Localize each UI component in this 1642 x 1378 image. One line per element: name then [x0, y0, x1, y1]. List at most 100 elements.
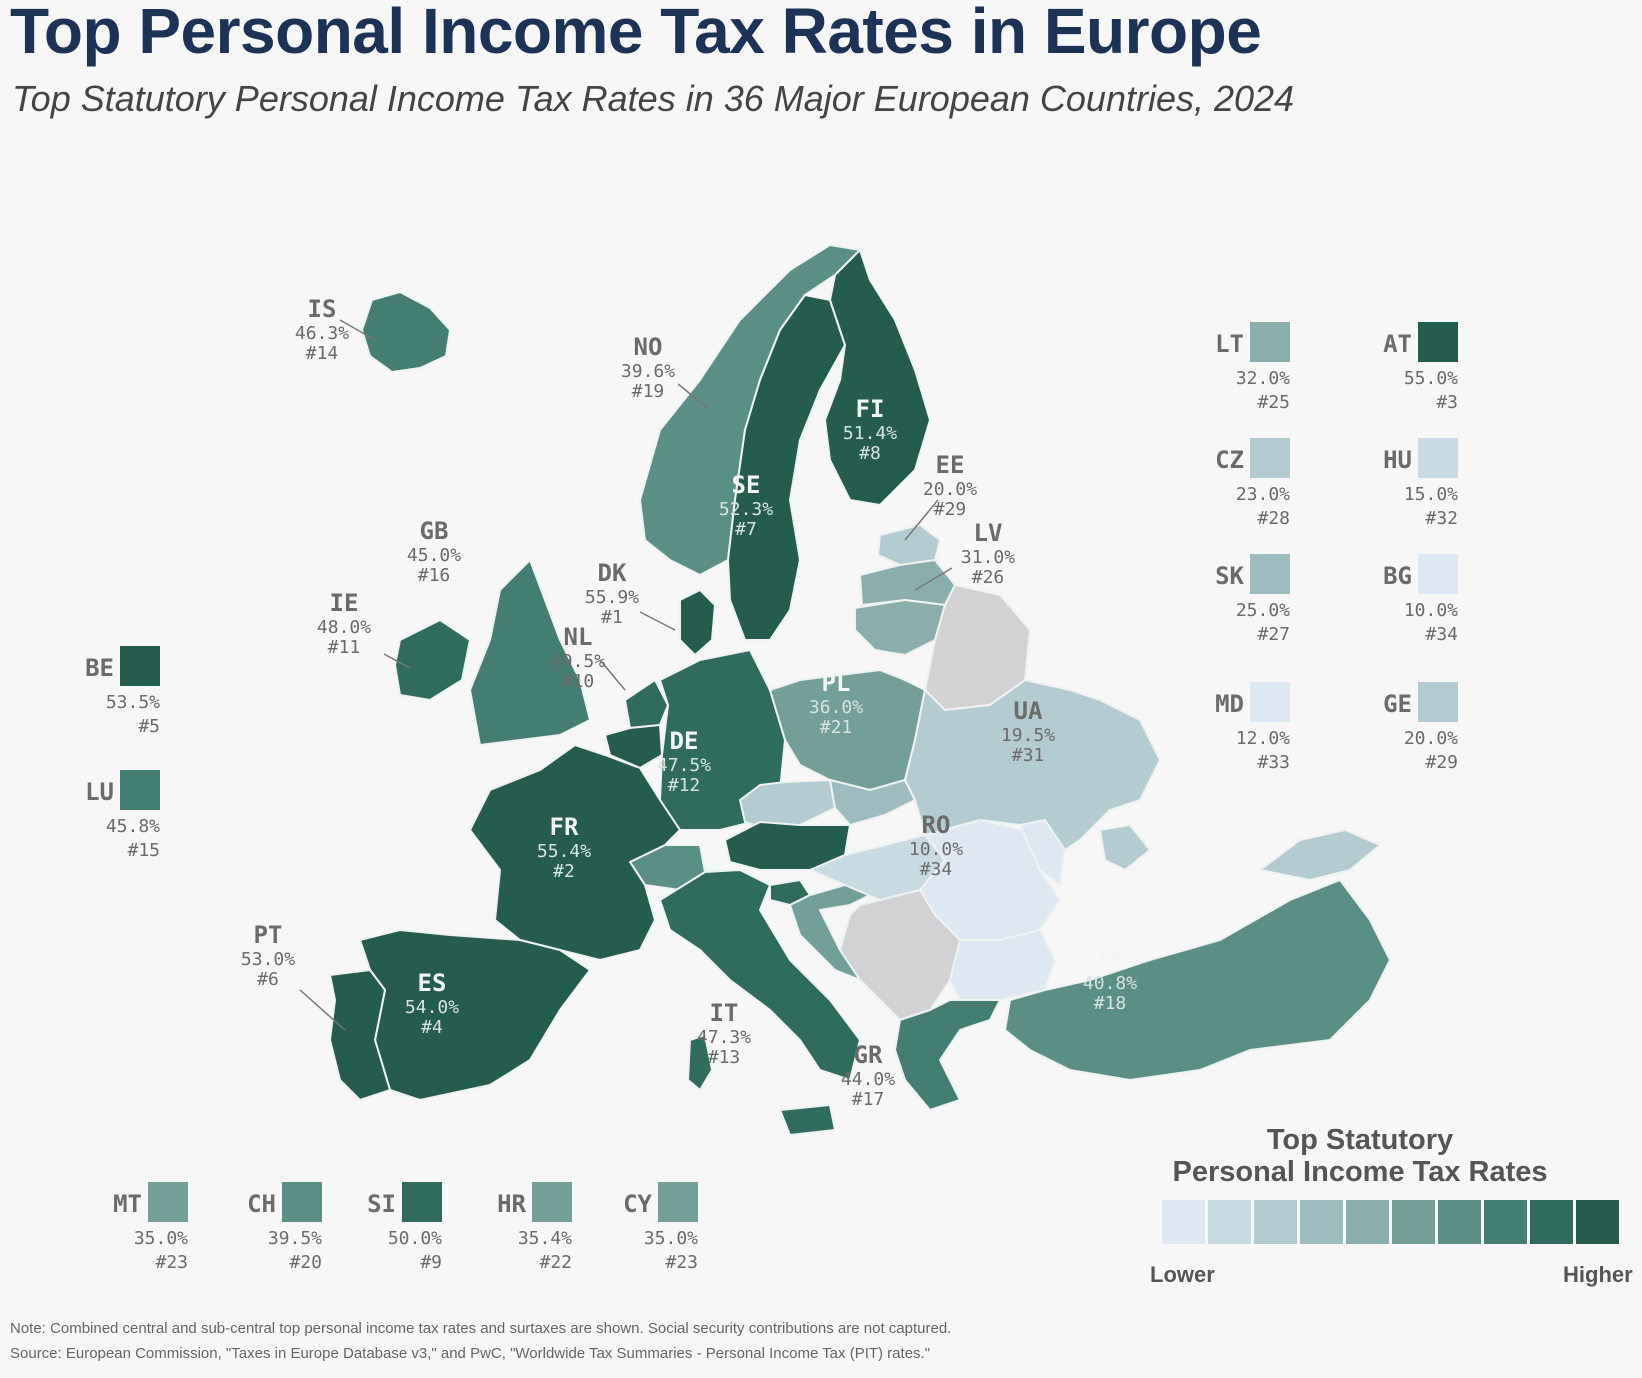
label-rate: 45.0% [406, 544, 462, 566]
label-code: GR [853, 1041, 883, 1069]
legend-step-9 [1530, 1200, 1573, 1244]
legend-title-line2: Personal Income Tax Rates [1172, 1156, 1548, 1188]
inset-rank: #22 [539, 1252, 572, 1273]
label-code: IS [307, 295, 337, 323]
label-code: EE [935, 451, 965, 479]
inset-rank: #15 [127, 840, 160, 861]
inset-rank: #28 [1257, 508, 1290, 529]
leader-line [904, 499, 939, 541]
leader-line [339, 319, 376, 341]
color-swatch [402, 1182, 442, 1222]
country-shape-gr [894, 999, 1001, 1111]
label-rank: #29 [933, 499, 967, 521]
inset-bg: BG 10.0% #34 [1328, 554, 1458, 650]
inset-rate: 35.0% [133, 1228, 188, 1249]
country-shape-it [687, 1034, 713, 1091]
label-code: UA [1013, 697, 1043, 725]
legend-lower-label: Lower [1150, 1262, 1215, 1287]
inset-rank: #20 [289, 1252, 322, 1273]
label-rate: 46.3% [294, 322, 350, 344]
inset-code: MT [113, 1190, 142, 1218]
inset-code: AT [1383, 330, 1412, 358]
inset-rate: 35.0% [643, 1228, 698, 1249]
footnote: Note: Combined central and sub-central t… [10, 1320, 952, 1337]
leader-line [914, 567, 953, 591]
leader-line [639, 611, 676, 631]
inset-code: SI [367, 1190, 396, 1218]
legend-step-3 [1254, 1200, 1297, 1244]
inset-sk: SK 25.0% #27 [1160, 554, 1290, 650]
country-shape-lt [854, 599, 946, 656]
country-shape-se [727, 294, 846, 641]
country-label-no: NO 39.6% #19 [608, 333, 688, 403]
label-rank: #10 [561, 671, 595, 693]
inset-code: CY [623, 1190, 652, 1218]
country-label-se: SE 52.3% #7 [706, 471, 786, 541]
leader-line [599, 659, 626, 691]
label-rank: #26 [971, 567, 1005, 589]
leader-line [383, 653, 411, 669]
legend-step-2 [1208, 1200, 1251, 1244]
color-swatch [1250, 682, 1290, 722]
legend-step-5 [1346, 1200, 1389, 1244]
label-rank: #2 [553, 861, 575, 883]
country-shape-fr [469, 744, 681, 961]
country-label-pl: PL 36.0% #21 [796, 669, 876, 739]
country-label-is: IS 46.3% #14 [282, 295, 362, 365]
label-rank: #1 [601, 607, 623, 629]
label-rank: #31 [1011, 745, 1045, 767]
label-code: NO [633, 333, 663, 361]
inset-rate: 53.5% [105, 692, 160, 713]
inset-rank: #34 [1425, 624, 1458, 645]
label-code: RO [921, 811, 951, 839]
country-shape-nl [624, 679, 669, 729]
color-swatch [120, 770, 160, 810]
inset-rank: #25 [1257, 392, 1290, 413]
label-code: FI [855, 395, 885, 423]
country-shape-bg [949, 929, 1056, 1001]
inset-ch: CH 39.5% #20 [192, 1182, 322, 1278]
label-rank: #12 [667, 775, 701, 797]
inset-hr: HR 35.4% #22 [442, 1182, 572, 1278]
country-label-fr: FR 55.4% #2 [524, 813, 604, 883]
country-shape-it [659, 869, 861, 1081]
country-label-tr: TR 40.8% #18 [1070, 945, 1150, 1015]
inset-rank: #5 [138, 716, 160, 737]
label-rank: #14 [305, 343, 339, 365]
label-rate: 40.8% [1082, 972, 1138, 994]
inset-cy: CY 35.0% #23 [568, 1182, 698, 1278]
source-note: Source: European Commission, "Taxes in E… [10, 1345, 931, 1362]
legend-step-6 [1392, 1200, 1435, 1244]
label-code: PL [821, 669, 851, 697]
label-rank: #7 [735, 519, 757, 541]
legend-title-line1: Top Statutory [1266, 1124, 1454, 1156]
inset-cz: CZ 23.0% #28 [1160, 438, 1290, 534]
country-label-gr: GR 44.0% #17 [828, 1041, 908, 1111]
label-rate: 54.0% [404, 996, 460, 1018]
inset-rank: #3 [1436, 392, 1458, 413]
label-rank: #8 [859, 443, 881, 465]
label-rate: 47.3% [696, 1026, 752, 1048]
inset-code: GE [1383, 690, 1412, 718]
country-label-it: IT 47.3% #13 [684, 999, 764, 1069]
label-rate: 55.4% [536, 840, 592, 862]
inset-code: LT [1215, 330, 1244, 358]
color-swatch [1418, 682, 1458, 722]
europe-map [299, 244, 1391, 1136]
label-code: DK [597, 559, 627, 587]
legend-title: Top Statutory Personal Income Tax Rates [1140, 1124, 1580, 1188]
inset-lu: LU 45.8% #15 [30, 770, 160, 866]
label-code: GB [419, 517, 449, 545]
label-code: DE [669, 727, 699, 755]
inset-rank: #23 [665, 1252, 698, 1273]
inset-rate: 20.0% [1403, 728, 1458, 749]
legend-step-7 [1438, 1200, 1481, 1244]
label-rate: 53.0% [240, 948, 296, 970]
label-rank: #19 [631, 381, 665, 403]
inset-at: AT 55.0% #3 [1328, 322, 1458, 418]
inset-rate: 50.0% [387, 1228, 442, 1249]
label-rate: 39.6% [620, 360, 676, 382]
country-shape-it [779, 1104, 836, 1136]
inset-ge: GE 20.0% #29 [1328, 682, 1458, 778]
label-rate: 36.0% [808, 696, 864, 718]
